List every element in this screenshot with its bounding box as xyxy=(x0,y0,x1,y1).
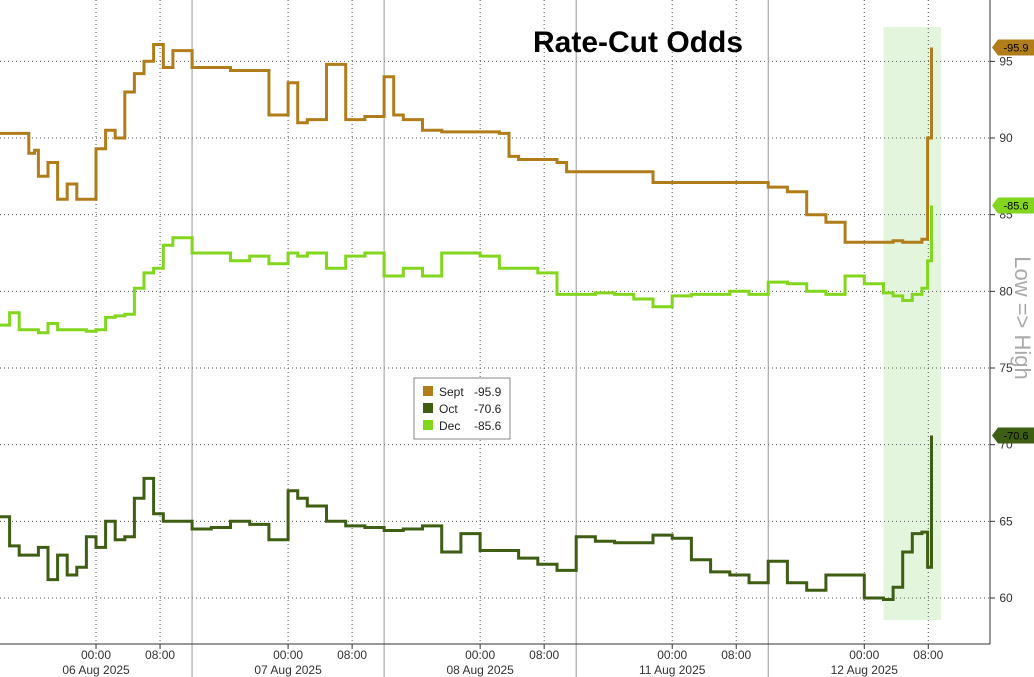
last-value-badge-oct xyxy=(992,427,1034,444)
x-tick-label-8: 00:00 xyxy=(849,648,879,662)
last-value-label-sept: -95.9 xyxy=(1003,43,1028,55)
legend-value-sept: -95.9 xyxy=(474,385,502,399)
x-tick-label-0: 00:00 xyxy=(81,648,111,662)
x-tick-label-5: 08:00 xyxy=(529,648,559,662)
last-value-badge-sept xyxy=(992,39,1034,56)
x-tick-label-7: 08:00 xyxy=(721,648,751,662)
x-day-label-1: 07 Aug 2025 xyxy=(254,663,322,677)
x-tick-label-1: 08:00 xyxy=(145,648,175,662)
y-tick-label-60: 60 xyxy=(999,591,1013,605)
x-day-label-4: 12 Aug 2025 xyxy=(831,663,899,677)
series-line-dec xyxy=(0,205,933,335)
last-value-label-oct: -70.6 xyxy=(1003,430,1028,442)
y-tick-label-95: 95 xyxy=(999,54,1013,68)
legend-value-oct: -70.6 xyxy=(474,402,502,416)
x-tick-label-2: 00:00 xyxy=(273,648,303,662)
series-line-sept xyxy=(0,43,933,244)
x-day-label-0: 06 Aug 2025 xyxy=(62,663,130,677)
y-tick-label-80: 80 xyxy=(999,284,1013,298)
x-tick-label-3: 08:00 xyxy=(337,648,367,662)
y-tick-label-90: 90 xyxy=(999,131,1013,145)
last-value-badges: -95.9 -70.6 -85.6 xyxy=(992,39,1034,444)
y-tick-label-75: 75 xyxy=(999,361,1013,375)
legend-swatch-oct xyxy=(423,403,433,413)
series-line-oct xyxy=(0,435,933,601)
x-tick-label-6: 00:00 xyxy=(657,648,687,662)
legend-label-sept: Sept xyxy=(439,385,464,399)
x-day-label-3: 11 Aug 2025 xyxy=(639,663,706,677)
last-value-label-dec: -85.6 xyxy=(1003,200,1028,212)
side-label: Low => High xyxy=(1010,256,1034,380)
legend: Sept -95.9 Oct -70.6 Dec -85.6 xyxy=(413,377,511,440)
last-value-badge-dec xyxy=(992,197,1034,214)
x-tick-label-9: 08:00 xyxy=(913,648,943,662)
legend-label-dec: Dec xyxy=(439,419,460,433)
legend-swatch-sept xyxy=(423,386,433,396)
y-tick-label-65: 65 xyxy=(999,514,1013,528)
chart-title: Rate-Cut Odds xyxy=(533,26,743,59)
x-day-label-2: 08 Aug 2025 xyxy=(446,663,514,677)
legend-value-dec: -85.6 xyxy=(474,419,502,433)
legend-label-oct: Oct xyxy=(439,402,458,416)
legend-swatch-dec xyxy=(423,420,433,430)
series-layer xyxy=(0,43,933,601)
x-tick-label-4: 00:00 xyxy=(465,648,495,662)
